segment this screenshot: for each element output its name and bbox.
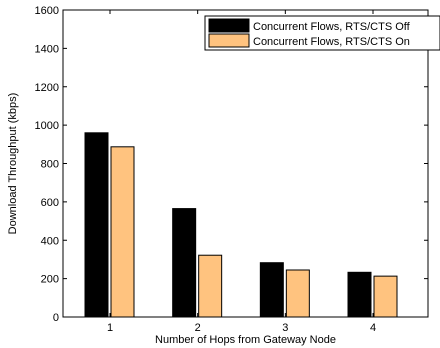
bar-series-1-cat-1 [84, 132, 109, 318]
y-tick-label: 1600 [35, 5, 59, 17]
legend-label-2: Concurrent Flows, RTS/CTS On [253, 36, 410, 48]
y-tick-label: 200 [41, 274, 59, 286]
y-axis-label: Download Throughput (kbps) [7, 93, 19, 235]
x-tick-label: 4 [370, 322, 376, 334]
bars [84, 132, 398, 318]
y-tick-label: 1200 [35, 82, 59, 94]
bar-series-1-cat-4 [347, 271, 372, 318]
y-tick-label: 800 [41, 159, 59, 171]
x-axis-label: Number of Hops from Gateway Node [155, 334, 336, 346]
bar-series-1-cat-3 [259, 262, 284, 318]
x-tick-label: 3 [282, 322, 288, 334]
bar-series-2-cat-3 [285, 269, 310, 318]
y-tick-label: 1000 [35, 120, 59, 132]
bar-series-2-cat-1 [110, 146, 135, 318]
y-tick-label: 0 [53, 312, 59, 324]
y-axis-ticks: 0 200 400 600 800 1000 1200 1400 1600 [35, 5, 428, 324]
bar-series-2-cat-2 [198, 254, 223, 318]
x-tick-label: 1 [107, 322, 113, 334]
legend-swatch-2 [208, 33, 250, 48]
y-tick-label: 400 [41, 235, 59, 247]
legend-swatch-1 [208, 18, 250, 33]
bar-series-1-cat-2 [172, 208, 197, 318]
x-tick-label: 2 [195, 322, 201, 334]
y-tick-label: 600 [41, 197, 59, 209]
y-tick-label: 1400 [35, 43, 59, 55]
bar-series-2-cat-4 [373, 275, 398, 318]
x-axis-ticks: 1 2 3 4 [107, 10, 376, 334]
legend-label-1: Concurrent Flows, RTS/CTS Off [253, 21, 411, 33]
legend: Concurrent Flows, RTS/CTS Off Concurrent … [204, 15, 440, 51]
